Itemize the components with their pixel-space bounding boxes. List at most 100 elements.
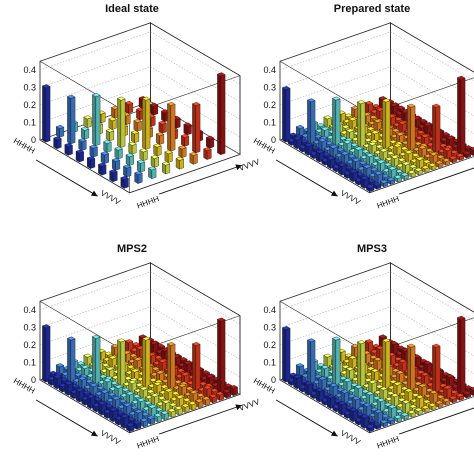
z-gridline bbox=[39, 288, 241, 343]
bar-15-14 bbox=[462, 150, 472, 159]
bar-2-2 bbox=[66, 336, 76, 385]
bar-6-6 bbox=[116, 338, 126, 388]
bar-0-0 bbox=[281, 86, 291, 143]
bar-2-14 bbox=[389, 341, 399, 356]
bar-12-0 bbox=[349, 407, 358, 423]
col-tick-label-first: HHHH bbox=[136, 194, 161, 210]
bar-12-4 bbox=[136, 159, 146, 173]
bar-15-10 bbox=[434, 160, 444, 169]
z-tick-label: 0.3 bbox=[263, 83, 276, 93]
row-direction-arrow bbox=[35, 159, 98, 197]
bar-15-3 bbox=[386, 417, 396, 425]
bar-10-8 bbox=[393, 381, 402, 397]
bar-8-8 bbox=[141, 336, 151, 390]
bar-2-0 bbox=[53, 136, 62, 150]
bar-4-10 bbox=[373, 357, 382, 372]
row-direction-arrow bbox=[275, 159, 338, 197]
bar-10-12 bbox=[180, 133, 190, 147]
bar-8-8 bbox=[381, 98, 391, 150]
bar-10-0 bbox=[97, 162, 107, 176]
bar-4-6 bbox=[105, 128, 115, 142]
bar-6-6 bbox=[116, 96, 126, 148]
bar-14-12 bbox=[443, 385, 452, 400]
z-tick-label: 0.1 bbox=[263, 118, 276, 128]
bar-6-12 bbox=[398, 359, 407, 374]
bar-15-4 bbox=[393, 174, 403, 183]
z-tick-label: 0.1 bbox=[263, 358, 276, 368]
z-gridline bbox=[279, 31, 474, 82]
bar-6-8 bbox=[370, 368, 380, 384]
bar-0-0 bbox=[41, 324, 51, 383]
bar-4-0 bbox=[64, 142, 73, 156]
bar-0-2 bbox=[55, 124, 65, 138]
bar-12-12 bbox=[191, 102, 201, 154]
bar-2-2 bbox=[306, 98, 316, 145]
col-tick-label-first: HHHH bbox=[136, 434, 161, 450]
bar-15-11 bbox=[441, 398, 451, 406]
bar-15-0 bbox=[365, 184, 375, 193]
z-gridline bbox=[279, 83, 474, 134]
bar-2-8 bbox=[348, 355, 357, 370]
bar-10-4 bbox=[125, 153, 135, 166]
bar-15-7 bbox=[174, 405, 183, 416]
bar-15-12 bbox=[448, 395, 458, 404]
bar-12-12 bbox=[431, 103, 441, 154]
bar-14-6 bbox=[161, 161, 171, 175]
bar-14-4 bbox=[147, 166, 157, 180]
bar-14-6 bbox=[401, 399, 411, 415]
bar-2-8 bbox=[108, 117, 117, 130]
bar-15-3 bbox=[146, 415, 156, 425]
z-tick-label: 0.3 bbox=[263, 323, 276, 333]
bar-12-4 bbox=[376, 398, 386, 413]
back-wall-right bbox=[389, 262, 474, 342]
bar-8-4 bbox=[354, 384, 363, 400]
bar-4-4 bbox=[331, 96, 341, 147]
bar-14-14 bbox=[216, 72, 226, 156]
z-tick-label: 0 bbox=[271, 135, 276, 145]
bar-0-0 bbox=[41, 84, 51, 143]
bar-15-4 bbox=[153, 413, 163, 423]
bar-14-10 bbox=[429, 390, 438, 405]
bar-6-12 bbox=[158, 120, 167, 134]
z-gridline bbox=[279, 66, 474, 117]
bar-12-0 bbox=[349, 169, 358, 183]
bar-14-12 bbox=[203, 147, 212, 160]
bar-12-2 bbox=[362, 402, 372, 418]
panel-title: Prepared state bbox=[334, 3, 410, 15]
bar-15-8 bbox=[421, 405, 430, 413]
z-tick-label: 0.2 bbox=[263, 100, 276, 110]
z-tick-label: 0.1 bbox=[23, 118, 36, 128]
bar-6-2 bbox=[89, 144, 98, 158]
z-gridline bbox=[39, 31, 241, 85]
z-tick-label: 0.3 bbox=[23, 83, 36, 93]
bar-14-5 bbox=[394, 409, 404, 417]
bar-15-2 bbox=[379, 179, 389, 188]
bar-15-9 bbox=[428, 162, 437, 171]
bar-15-6 bbox=[167, 408, 176, 418]
bar-15-8 bbox=[421, 165, 430, 173]
bar-15-10 bbox=[194, 398, 204, 409]
z-tick-label: 0.2 bbox=[23, 340, 36, 350]
bar-14-0 bbox=[360, 175, 369, 189]
bar-10-10 bbox=[406, 103, 416, 152]
bar-8-8 bbox=[381, 338, 391, 390]
bar-14-0 bbox=[120, 175, 129, 189]
z-tick-label: 0.1 bbox=[23, 358, 36, 368]
row-tick-label-last: VVVV bbox=[339, 428, 363, 447]
bar-12-14 bbox=[445, 374, 455, 389]
bar-10-3 bbox=[358, 160, 368, 169]
row-direction-arrow bbox=[35, 399, 98, 437]
bar-14-4 bbox=[387, 404, 397, 420]
bar-8-8 bbox=[141, 96, 151, 150]
bar-6-6 bbox=[356, 100, 366, 148]
bar-2-4 bbox=[80, 126, 90, 140]
bar-8-0 bbox=[86, 156, 96, 169]
col-direction-arrow bbox=[159, 404, 243, 435]
col-direction-arrow bbox=[159, 164, 243, 195]
panel-prepared-state: Prepared state00.10.20.30.4HHHHVVVVHHHHV… bbox=[252, 3, 474, 211]
z-gridline bbox=[39, 83, 241, 138]
bar-8-0 bbox=[326, 156, 336, 169]
bar-4-2 bbox=[78, 138, 87, 151]
bar-0-12 bbox=[124, 100, 134, 114]
